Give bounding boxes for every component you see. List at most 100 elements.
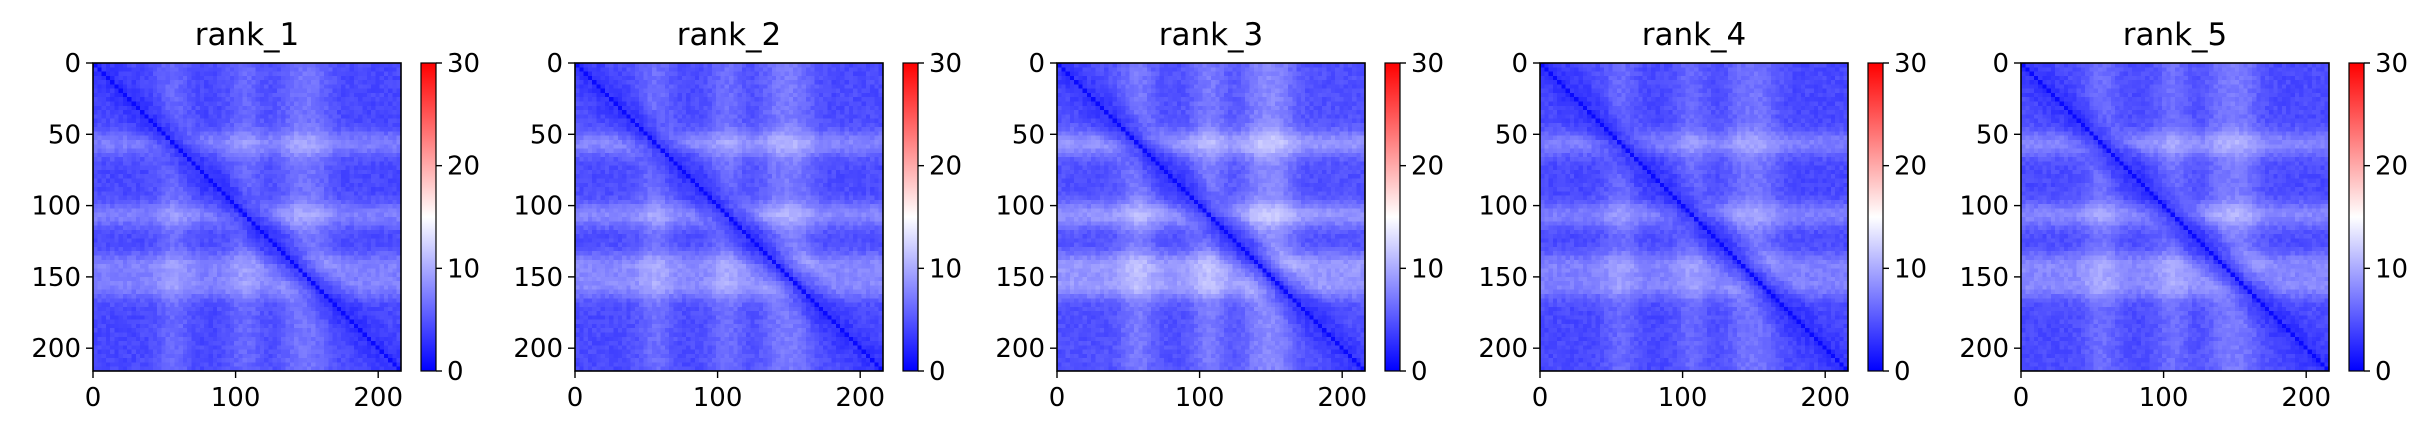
heatmap-cell xyxy=(152,358,158,364)
heatmap-cell xyxy=(315,187,321,192)
heatmap-cell xyxy=(144,92,150,98)
heatmap-cell xyxy=(341,101,346,107)
heatmap-cell xyxy=(324,114,329,120)
heatmap-cell xyxy=(234,84,240,90)
heatmap-cell xyxy=(118,358,124,364)
heatmap-cell xyxy=(140,101,145,107)
heatmap-cell xyxy=(101,195,107,201)
heatmap-cell xyxy=(294,105,299,111)
heatmap-cell xyxy=(148,306,154,312)
heatmap-cell xyxy=(127,199,133,205)
heatmap-cell xyxy=(371,353,376,359)
heatmap-cell xyxy=(127,311,133,316)
heatmap-cell xyxy=(315,131,321,137)
heatmap-cell xyxy=(341,63,346,68)
heatmap-cell xyxy=(336,187,342,192)
heatmap-cell xyxy=(268,242,274,248)
heatmap-cell xyxy=(144,114,150,120)
heatmap-cell xyxy=(255,101,261,107)
heatmap-cell xyxy=(105,319,111,325)
heatmap-cell xyxy=(135,157,141,162)
heatmap-cell xyxy=(93,323,98,329)
heatmap-cell xyxy=(148,135,154,141)
heatmap-cell xyxy=(264,353,269,359)
heatmap-cell xyxy=(204,255,210,261)
heatmap-cell xyxy=(170,255,175,261)
heatmap-cell xyxy=(170,88,175,94)
heatmap-cell xyxy=(212,306,218,312)
heatmap-cell xyxy=(229,221,235,227)
heatmap-cell xyxy=(319,345,325,351)
heatmap-cell xyxy=(204,127,210,133)
heatmap-cell xyxy=(306,92,312,98)
heatmap-cell xyxy=(272,276,278,282)
heatmap-cell xyxy=(101,208,107,214)
heatmap-cell xyxy=(251,272,257,278)
heatmap-cell xyxy=(247,306,252,312)
heatmap-cell xyxy=(247,242,252,248)
heatmap-cell xyxy=(178,80,184,85)
heatmap-cell xyxy=(396,276,402,282)
heatmap-cell xyxy=(229,208,235,214)
heatmap-cell xyxy=(157,336,163,342)
heatmap-cell xyxy=(105,157,111,162)
heatmap-cell xyxy=(375,131,381,137)
heatmap-cell xyxy=(114,221,120,227)
heatmap-cell xyxy=(157,131,163,137)
heatmap-cell xyxy=(195,110,201,115)
heatmap-cell xyxy=(93,238,98,244)
heatmap-cell xyxy=(140,311,145,316)
heatmap-cell xyxy=(195,242,201,248)
heatmap-cell xyxy=(281,182,287,188)
heatmap-cell xyxy=(319,144,325,150)
heatmap-cell xyxy=(358,144,364,150)
heatmap-cell xyxy=(191,140,197,145)
heatmap-cell xyxy=(144,88,150,94)
heatmap-cell xyxy=(135,118,141,124)
heatmap-cell xyxy=(187,349,192,355)
heatmap-cell xyxy=(178,336,184,342)
heatmap-cell xyxy=(225,246,231,252)
heatmap-cell xyxy=(315,311,321,316)
heatmap-cell xyxy=(170,281,175,287)
heatmap-cell xyxy=(306,272,312,278)
heatmap-cell xyxy=(388,157,394,162)
heatmap-cell xyxy=(229,191,235,197)
heatmap-cell xyxy=(345,165,351,171)
heatmap-cell xyxy=(328,161,334,167)
heatmap-cell xyxy=(332,88,338,94)
heatmap-cell xyxy=(144,135,150,141)
heatmap-cell xyxy=(285,199,291,205)
heatmap-cell xyxy=(362,101,368,107)
heatmap-cell xyxy=(157,122,163,128)
heatmap-cell xyxy=(225,281,231,287)
heatmap-cell xyxy=(234,336,240,342)
heatmap-cell xyxy=(221,341,227,346)
heatmap-cell xyxy=(101,97,107,103)
heatmap-cell xyxy=(114,127,120,133)
heatmap-cell xyxy=(353,191,359,197)
heatmap-cell xyxy=(140,67,145,73)
heatmap-cell xyxy=(165,289,171,295)
heatmap-cell xyxy=(208,80,214,85)
heatmap-cell xyxy=(93,105,98,111)
heatmap-cell xyxy=(191,75,197,81)
heatmap-cell xyxy=(259,294,265,299)
heatmap-cell xyxy=(140,97,145,103)
heatmap-cell xyxy=(157,221,163,227)
heatmap-cell xyxy=(122,212,128,218)
heatmap-cell xyxy=(217,323,222,329)
heatmap-cell xyxy=(212,169,218,175)
heatmap-cell xyxy=(289,272,295,278)
heatmap-cell xyxy=(182,268,188,274)
heatmap-cell xyxy=(358,152,364,158)
heatmap-cell xyxy=(195,264,201,269)
heatmap-cell xyxy=(135,71,141,77)
heatmap-cell xyxy=(152,217,158,222)
heatmap-cell xyxy=(281,152,287,158)
heatmap-cell xyxy=(165,281,171,287)
heatmap-cell xyxy=(379,80,385,85)
heatmap-cell xyxy=(97,127,103,133)
heatmap-cell xyxy=(229,131,235,137)
heatmap-cell xyxy=(212,341,218,346)
